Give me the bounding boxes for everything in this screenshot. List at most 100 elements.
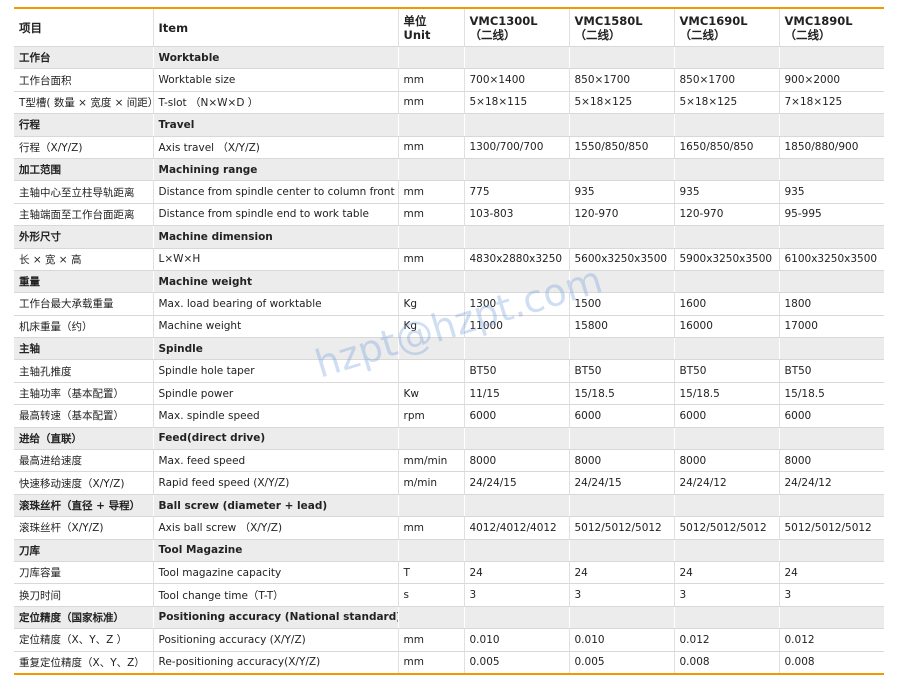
value-cell: 0.008 [673,651,779,675]
section-en: Travel [152,113,398,137]
item-cell: 定位精度（X、Y、Z ） [14,628,153,652]
empty-cell [778,113,884,137]
data-row: 行程（X/Y/Z) Axis travel （X/Y/Z) mm 1300/700/7… [14,136,884,159]
empty-cell [397,46,464,70]
unit-cell: mm [397,651,464,675]
empty-cell [463,427,569,451]
header-cell: 项目 [14,8,153,47]
item-cell: L×W×H [152,248,398,271]
value-cell: BT50 [673,359,779,383]
item-cell: Max. load bearing of worktable [152,292,398,316]
header-cell: Item [152,8,398,47]
value-cell: 3 [463,583,569,607]
header-line: Unit [403,27,431,42]
value-cell: 0.012 [673,628,779,652]
item-cell: 快速移动速度（X/Y/Z) [14,471,153,495]
value-cell: 0.005 [568,651,674,675]
empty-cell [568,113,674,137]
unit-cell: mm [397,91,464,115]
item-cell: 行程（X/Y/Z) [14,136,153,159]
data-row: 换刀时间 Tool change time（T-T） s 3 3 3 3 [14,583,884,607]
section-en: Feed(direct drive) [152,427,398,451]
value-cell: 850×1700 [568,68,674,92]
header-cell: VMC1890L （二线） [778,8,884,47]
empty-cell [397,359,464,383]
section-en: Machine weight [152,270,398,294]
header-line: （二线） [469,27,516,42]
section-cn: 滚珠丝杆（直径 + 导程） [14,494,153,518]
item-cell: T-slot （N×W×D ） [152,91,398,115]
empty-cell [463,539,569,562]
section-en: Tool Magazine [152,539,398,562]
value-cell: 15800 [568,315,674,339]
empty-cell [673,46,779,70]
item-cell: 换刀时间 [14,583,153,607]
value-cell: 24/24/15 [568,471,674,495]
section-row: 加工范围 Machining range [14,158,884,182]
empty-cell [568,46,674,70]
unit-cell: Kg [397,315,464,339]
section-en: Positioning accuracy (National standard) [152,606,398,630]
empty-cell [397,494,464,518]
item-cell: 重复定位精度（X、Y、Z） [14,651,153,675]
item-cell: 长 × 宽 × 高 [14,248,153,271]
unit-cell: mm [397,203,464,227]
value-cell: 850×1700 [673,68,779,92]
item-cell: Axis travel （X/Y/Z) [152,136,398,159]
section-cn: 工作台 [14,46,153,70]
value-cell: 6000 [568,404,674,428]
data-row: 工作台面积 Worktable size mm 700×1400 850×1700 850… [14,68,884,92]
item-cell: Tool change time（T-T） [152,583,398,607]
data-row: 定位精度（X、Y、Z ） Positioning accuracy (X/Y/Z)… [14,628,884,652]
section-cn: 主轴 [14,337,153,361]
section-cn: 定位精度（国家标准） [14,606,153,630]
value-cell: 1650/850/850 [673,136,779,159]
empty-cell [463,606,569,630]
value-cell: 17000 [778,315,884,339]
data-row: 快速移动速度（X/Y/Z) Rapid feed speed (X/Y/Z) m/m… [14,471,884,495]
item-cell: Tool magazine capacity [152,561,398,585]
value-cell: 24 [778,561,884,585]
value-cell: 5012/5012/5012 [673,516,779,540]
data-row: 最高转速（基本配置） Max. spindle speed rpm 6000 6000 6… [14,404,884,428]
header-line: VMC1580L [574,13,643,28]
header-cell: 单位 Unit [397,8,464,47]
empty-cell [673,337,779,361]
value-cell: 1500 [568,292,674,316]
empty-cell [778,270,884,294]
item-cell: 机床重量（约） [14,315,153,339]
section-row: 刀库 Tool Magazine [14,539,884,562]
value-cell: 5600x3250x3500 [568,248,674,271]
empty-cell [397,337,464,361]
empty-cell [568,494,674,518]
empty-cell [673,539,779,562]
value-cell: 7×18×125 [778,91,884,115]
unit-cell: Kw [397,382,464,406]
value-cell: 6000 [463,404,569,428]
header-line: （二线） [784,27,831,42]
empty-cell [778,225,884,249]
empty-cell [673,494,779,518]
data-row: 长 × 宽 × 高 L×W×H mm 4830x2880x3250 5600x3250x… [14,248,884,271]
empty-cell [463,270,569,294]
empty-cell [568,427,674,451]
value-cell: 6100x3250x3500 [778,248,884,271]
data-row: 机床重量（约） Machine weight Kg 11000 15800 16000 17… [14,315,884,339]
value-cell: 8000 [463,449,569,473]
value-cell: 5×18×125 [673,91,779,115]
section-cn: 加工范围 [14,158,153,182]
item-cell: Machine weight [152,315,398,339]
value-cell: 1300/700/700 [463,136,569,159]
unit-cell: rpm [397,404,464,428]
empty-cell [778,158,884,182]
value-cell: 0.008 [778,651,884,675]
item-cell: 工作台最大承载重量 [14,292,153,316]
item-cell: 最高进给速度 [14,449,153,473]
header-cell: VMC1690L （二线） [673,8,779,47]
unit-cell: m/min [397,471,464,495]
section-row: 定位精度（国家标准） Positioning accuracy (National… [14,606,884,630]
empty-cell [568,270,674,294]
data-row: 主轴端面至工作台面距离 Distance from spindle end to … [14,203,884,227]
value-cell: 16000 [673,315,779,339]
